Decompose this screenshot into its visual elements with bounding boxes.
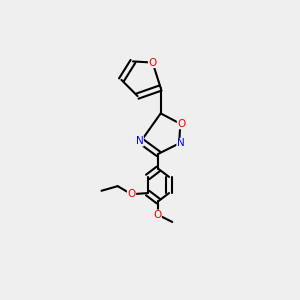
Text: N: N xyxy=(136,136,143,146)
Text: N: N xyxy=(177,138,185,148)
Text: O: O xyxy=(153,210,161,220)
Text: O: O xyxy=(128,189,136,199)
Text: O: O xyxy=(177,119,186,129)
Text: O: O xyxy=(148,58,157,68)
